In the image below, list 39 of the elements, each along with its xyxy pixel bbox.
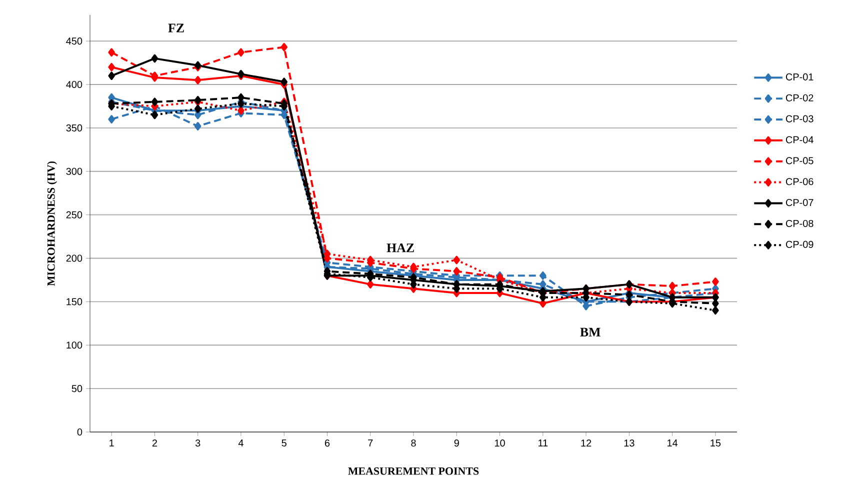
y-tick-label: 150 xyxy=(66,298,82,306)
x-tick-label: 3 xyxy=(195,440,200,447)
annotation: FZ xyxy=(168,24,184,32)
legend-label: CP-04 xyxy=(786,136,814,144)
y-tick-label: 100 xyxy=(66,342,82,349)
x-tick-label: 2 xyxy=(152,440,157,446)
y-tick-label: 250 xyxy=(66,211,82,218)
x-tick-label: 9 xyxy=(454,440,459,447)
y-tick-label: 300 xyxy=(66,168,82,175)
x-tick-label: 6 xyxy=(324,440,330,447)
y-tick-label: 50 xyxy=(72,385,82,392)
x-tick-label: 13 xyxy=(624,440,634,447)
annotation: BM xyxy=(580,328,600,336)
legend-label: CP-05 xyxy=(786,157,814,164)
legend-label: CP-08 xyxy=(786,220,814,227)
x-axis-title: MEASUREMENT POINTS xyxy=(348,467,479,475)
x-tick-label: 1 xyxy=(110,440,114,446)
x-tick-label: 10 xyxy=(494,440,505,447)
y-tick-label: 0 xyxy=(77,428,82,436)
x-tick-label: 7 xyxy=(368,440,373,446)
x-tick-label: 14 xyxy=(668,440,678,446)
legend-label: CP-07 xyxy=(786,199,814,206)
y-tick-label: 350 xyxy=(66,124,82,132)
x-tick-label: 8 xyxy=(411,440,416,447)
y-tick-label: 450 xyxy=(66,38,82,45)
legend-label: CP-09 xyxy=(786,240,814,248)
x-tick-label: 11 xyxy=(538,440,548,446)
x-tick-label: 4 xyxy=(238,440,244,446)
y-tick-label: 200 xyxy=(66,254,82,262)
x-tick-label: 5 xyxy=(282,440,286,446)
y-tick-label: 400 xyxy=(66,80,82,88)
annotation: HAZ xyxy=(386,244,414,252)
x-tick-label: 15 xyxy=(710,440,721,446)
legend-label: CP-02 xyxy=(786,94,814,102)
legend-label: CP-01 xyxy=(786,73,814,80)
y-axis-title: MICROHARDNESS (HV) xyxy=(47,161,58,286)
x-tick-label: 12 xyxy=(581,440,592,446)
legend-label: CP-03 xyxy=(786,115,814,122)
legend-label: CP-06 xyxy=(786,178,814,186)
